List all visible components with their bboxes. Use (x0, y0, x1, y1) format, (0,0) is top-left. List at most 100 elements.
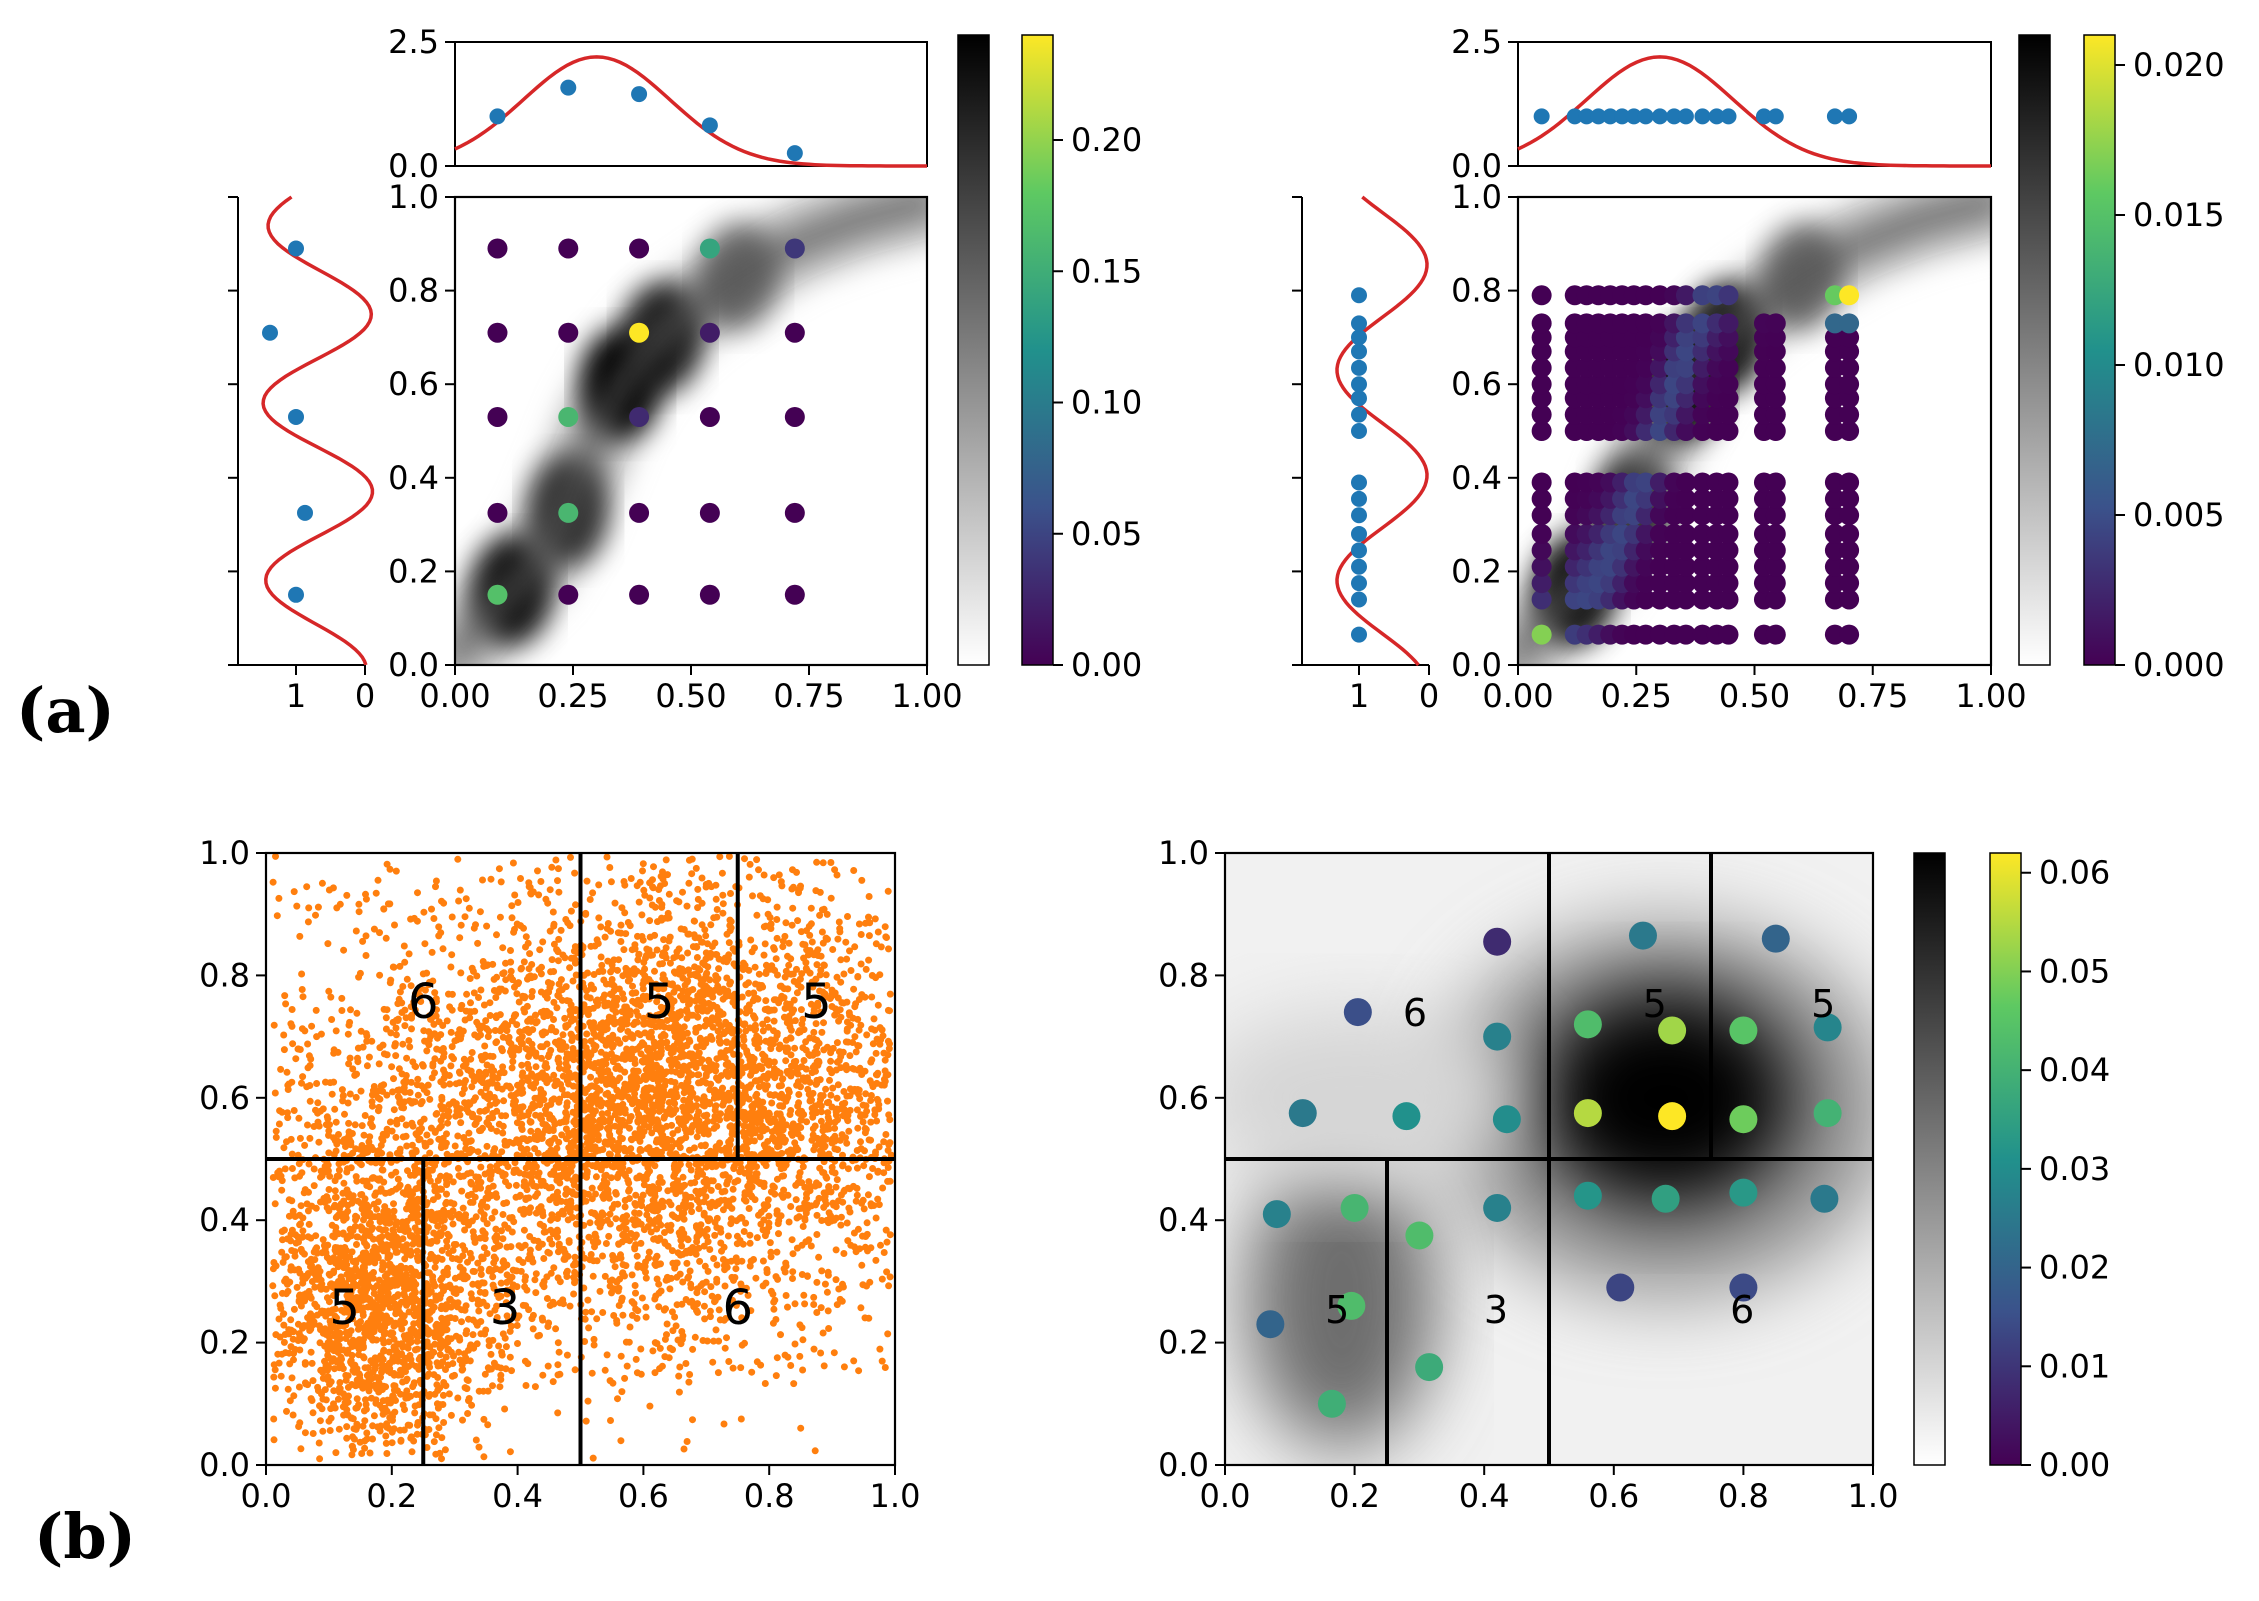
a-right-data-point (1718, 624, 1739, 645)
a-right-data-point (1649, 421, 1670, 441)
a-right-data-point (1692, 573, 1713, 594)
a-left-xtick-label: 0.25 (537, 677, 608, 715)
b-right-data-point (1288, 1099, 1317, 1128)
a-right-data-point (1839, 523, 1860, 544)
panel-b-right-chart: 6 5 5 5 3 6 0.0 0.2 0.4 0.6 0.8 1.0 0.0 0.2 0.4 0.6 0.8 1… (1158, 834, 2110, 1515)
a-left-data-point (784, 238, 805, 259)
a-right-data-point (1824, 388, 1845, 409)
a-right-data-point (1765, 404, 1786, 425)
a-right-data-point (1692, 341, 1713, 362)
b-left-xtick-label: 0.2 (366, 1477, 417, 1515)
a-left-marginal-left-point (288, 408, 304, 425)
a-right-data-point (1824, 357, 1845, 378)
a-right-data-point (1839, 313, 1860, 334)
a-right-data-point (1718, 285, 1739, 306)
a-right-data-point (1839, 573, 1860, 594)
a-right-data-point (1765, 556, 1786, 577)
a-right-data-point (1839, 374, 1860, 395)
b-right-xtick-label: 0.2 (1329, 1477, 1380, 1515)
a-right-data-point (1824, 374, 1845, 395)
a-right-data-point (1839, 472, 1860, 493)
a-right-marginal-top-ytick-label: 0.0 (1451, 147, 1502, 185)
b-right-colorbar-tick-label: 0.04 (2039, 1051, 2110, 1089)
b-right-data-point (1573, 1010, 1602, 1039)
panel-label-b: (b) (34, 1500, 136, 1573)
a-right-data-point (1635, 540, 1656, 561)
b-right-data-point (1483, 927, 1512, 956)
a-right-data-point (1675, 313, 1696, 334)
b-right-region-count-label: 3 (1484, 1288, 1508, 1332)
a-right-marginal-top-point (1637, 108, 1654, 125)
a-right-data-point (1649, 589, 1670, 610)
a-right-data-point (1765, 540, 1786, 561)
b-right-colorbar-tick-label: 0.05 (2039, 952, 2110, 990)
panel-a-left-chart: 0.00 0.25 0.50 0.75 1.000.00.20.40.60.81.00.… (228, 23, 1142, 715)
a-right-data-point (1649, 505, 1670, 526)
a-right-data-point (1839, 540, 1860, 561)
a-right-gray-colorbar (2018, 34, 2051, 666)
a-right-data-point (1824, 540, 1845, 561)
a-right-marginal-left-point (1351, 507, 1367, 524)
b-right-data-point (1813, 1099, 1842, 1128)
a-right-data-point (1718, 357, 1739, 378)
a-right-data-point (1649, 556, 1670, 577)
a-right-colorbar-tick-label: 0.000 (2133, 646, 2225, 684)
b-right-ytick-label: 0.0 (1158, 1446, 1209, 1484)
a-right-data-point (1718, 327, 1739, 348)
a-right-data-point (1718, 488, 1739, 509)
a-right-data-point (1765, 327, 1786, 348)
a-right-marginal-top-point (1694, 108, 1711, 125)
a-right-colorbar-tick-label: 0.015 (2133, 196, 2225, 234)
a-right-data-point (1675, 374, 1696, 395)
b-right-xtick-label: 0.4 (1459, 1477, 1510, 1515)
a-left-data-point (487, 406, 508, 427)
b-right-colorbar-tick-label: 0.06 (2039, 854, 2110, 892)
a-right-data-point (1692, 404, 1713, 425)
a-right-data-point (1531, 388, 1552, 409)
b-right-data-point (1573, 1099, 1602, 1128)
a-right-data-point (1675, 388, 1696, 409)
b-right-colorbar-tick-label: 0.01 (2039, 1347, 2110, 1385)
a-left-data-point (699, 584, 720, 605)
b-right-region-count-label: 5 (1325, 1288, 1349, 1332)
a-right-viridis-colorbar (2083, 34, 2116, 666)
a-right-ytick-label: 0.4 (1451, 459, 1502, 497)
a-right-marginal-left-point (1351, 525, 1367, 542)
b-left-xtick-label: 0.6 (618, 1477, 669, 1515)
a-right-data-point (1531, 357, 1552, 378)
b-right-data-point (1729, 1178, 1758, 1207)
a-left-marginal-left-point (297, 504, 313, 521)
a-right-data-point (1649, 327, 1670, 348)
a-left-ytick-label: 0.2 (388, 552, 439, 590)
b-left-xtick-label: 0.0 (241, 1477, 292, 1515)
b-left-region-count-label: 6 (722, 1280, 753, 1336)
a-right-data-point (1531, 589, 1552, 610)
a-right-marginal-left-point (1351, 423, 1367, 439)
a-right-data-point (1675, 488, 1696, 509)
a-left-marginal-top-frame (454, 41, 928, 167)
b-left-ytick-label: 0.0 (199, 1446, 250, 1484)
a-right-data-point (1635, 573, 1656, 594)
b-right-data-point (1405, 1221, 1434, 1250)
b-right-xtick-label: 0.0 (1200, 1477, 1251, 1515)
a-right-data-point (1718, 505, 1739, 526)
a-right-marginal-top-point (1841, 108, 1858, 125)
a-right-data-point (1675, 505, 1696, 526)
b-left-region-count-label: 3 (490, 1280, 521, 1336)
a-right-data-point (1635, 404, 1656, 425)
a-right-data-point (1824, 472, 1845, 493)
a-right-marginal-left-curve (1335, 195, 1429, 667)
a-right-data-point (1765, 374, 1786, 395)
a-right-data-point (1839, 488, 1860, 509)
a-right-data-point (1824, 556, 1845, 577)
b-right-data-point (1337, 1291, 1366, 1320)
a-left-marginal-top-point (701, 117, 718, 134)
a-right-data-point (1839, 327, 1860, 348)
b-right-data-point (1317, 1389, 1346, 1418)
a-right-data-point (1635, 523, 1656, 544)
b-right-viridis-colorbar (1989, 852, 2022, 1466)
a-left-gray-colorbar (957, 34, 990, 666)
a-right-marginal-left-point (1351, 359, 1367, 376)
a-right-data-point (1765, 313, 1786, 334)
